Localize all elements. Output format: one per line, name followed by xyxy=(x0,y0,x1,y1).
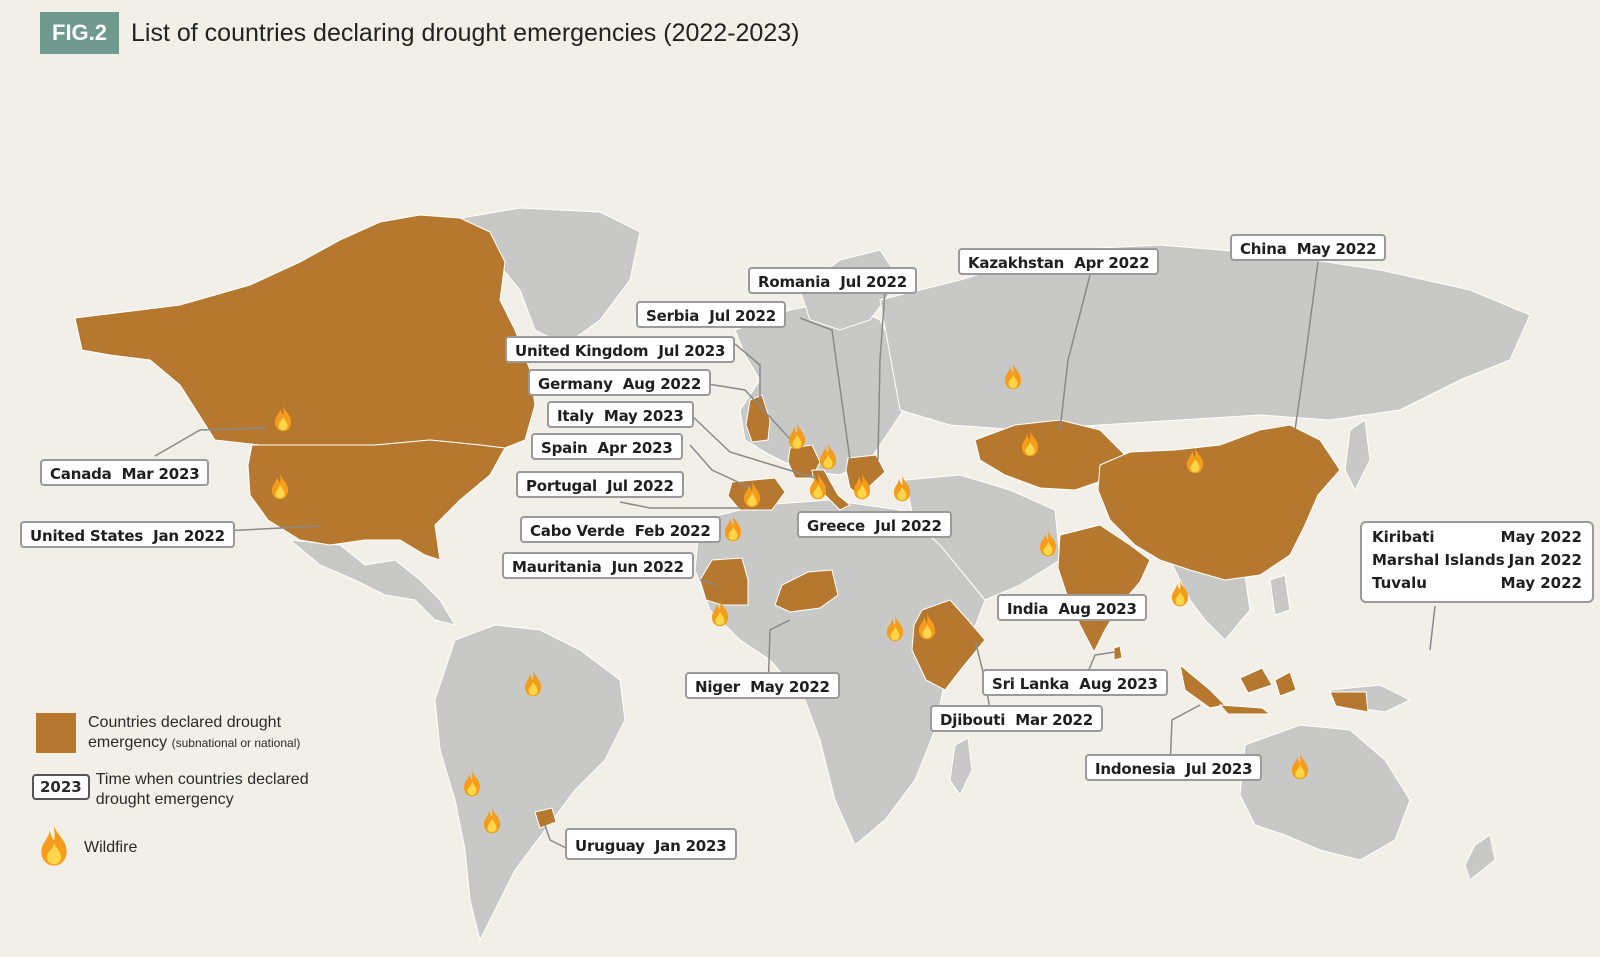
region-indonesia-3 xyxy=(1239,667,1273,694)
region-indonesia-4 xyxy=(1274,671,1297,697)
label-djibouti: Djibouti Mar 2022 xyxy=(930,705,1104,732)
wildfire-icon xyxy=(819,444,837,470)
wildfires xyxy=(271,364,1309,834)
legend-year-label-2: drought emergency xyxy=(95,791,234,808)
legend-drought-label-2: emergency xyxy=(88,734,168,751)
region-canada xyxy=(74,214,536,449)
wildfire-icon xyxy=(483,808,501,834)
wildfire-icon xyxy=(724,516,742,542)
wildfire-icon xyxy=(1021,431,1039,457)
legend-year-box: 2023 xyxy=(32,774,90,800)
flame-icon xyxy=(41,826,67,866)
label-india: India Aug 2023 xyxy=(997,594,1147,621)
wildfire-icon xyxy=(893,476,911,502)
label-united-states: United States Jan 2022 xyxy=(20,521,235,548)
label-serbia: Serbia Jul 2022 xyxy=(636,301,787,328)
label-niger: Niger May 2022 xyxy=(685,672,840,699)
wildfire-icon xyxy=(1291,754,1309,780)
wildfire-icon xyxy=(1004,364,1022,390)
wildfire-icon xyxy=(853,474,871,500)
label-portugal: Portugal Jul 2022 xyxy=(516,471,684,498)
wildfire-icon xyxy=(886,616,904,642)
leader-lines xyxy=(154,261,1436,856)
region-united-states xyxy=(247,439,506,561)
wildfire-icon xyxy=(271,474,289,500)
label-greece: Greece Jul 2022 xyxy=(797,511,952,538)
label-cabo-verde: Cabo Verde Feb 2022 xyxy=(520,516,721,543)
label-canada: Canada Mar 2023 xyxy=(40,459,210,486)
label-mauritania: Mauritania Jun 2022 xyxy=(502,552,694,579)
label-kazakhstan: Kazakhstan Apr 2022 xyxy=(958,248,1160,275)
legend-drought-sub: (subnational or national) xyxy=(171,736,301,750)
region-china xyxy=(1097,424,1341,581)
pacific-row: Marshal Islands Jan 2022 xyxy=(1372,551,1582,569)
wildfire-icon xyxy=(524,671,542,697)
figure-badge: FIG.2 xyxy=(40,12,120,54)
region-indonesia-2 xyxy=(1218,704,1272,715)
wildfire-icon xyxy=(788,424,806,450)
legend-year: 2023 Time when countries declared drough… xyxy=(32,771,309,810)
region-indonesia-5 xyxy=(1329,691,1369,713)
label-spain: Spain Apr 2023 xyxy=(531,433,683,460)
label-pacific-islands: Kiribati May 2022 Marshal Islands Jan 2022… xyxy=(1360,521,1594,603)
legend-wildfire-label: Wildfire xyxy=(84,839,138,856)
label-uruguay: Uruguay Jan 2023 xyxy=(565,828,737,860)
region-uruguay xyxy=(534,807,557,829)
region-sri-lanka xyxy=(1113,645,1123,661)
wildfire-icon xyxy=(711,601,729,627)
label-indonesia: Indonesia Jul 2023 xyxy=(1085,754,1263,781)
wildfire-icon xyxy=(274,406,292,432)
legend-drought-swatch xyxy=(36,713,76,753)
drought-regions xyxy=(74,214,1369,829)
label-united-kingdom: United Kingdom Jul 2023 xyxy=(505,336,736,363)
wildfire-icon xyxy=(1186,448,1204,474)
wildfire-icon xyxy=(918,614,936,640)
wildfire-icon xyxy=(1171,581,1189,607)
wildfire-icon xyxy=(743,482,761,508)
figure-title: List of countries declaring drought emer… xyxy=(131,18,800,47)
legend-year-label: Time when countries declared xyxy=(95,771,309,788)
region-mauritania xyxy=(699,557,749,606)
figure-header: FIG.2 List of countries declaring drough… xyxy=(40,12,799,54)
legend-drought: Countries declared drought emergency (su… xyxy=(36,713,300,753)
base-land xyxy=(288,207,1531,942)
region-united-kingdom xyxy=(745,394,771,443)
pacific-row: Kiribati May 2022 xyxy=(1372,528,1582,546)
label-germany: Germany Aug 2022 xyxy=(528,369,712,396)
region-indonesia-1 xyxy=(1179,663,1227,709)
legend-wildfire: Wildfire xyxy=(40,826,137,866)
legend-drought-label: Countries declared drought xyxy=(88,714,282,731)
pacific-row: Tuvalu May 2022 xyxy=(1372,574,1582,592)
wildfire-icon xyxy=(463,771,481,797)
wildfire-icon xyxy=(809,474,827,500)
label-china: China May 2022 xyxy=(1230,234,1387,261)
label-romania: Romania Jul 2022 xyxy=(748,267,917,294)
wildfire-icon xyxy=(1039,531,1057,557)
label-italy: Italy May 2023 xyxy=(547,401,694,428)
label-sri-lanka: Sri Lanka Aug 2023 xyxy=(982,669,1168,696)
region-niger xyxy=(774,569,839,613)
